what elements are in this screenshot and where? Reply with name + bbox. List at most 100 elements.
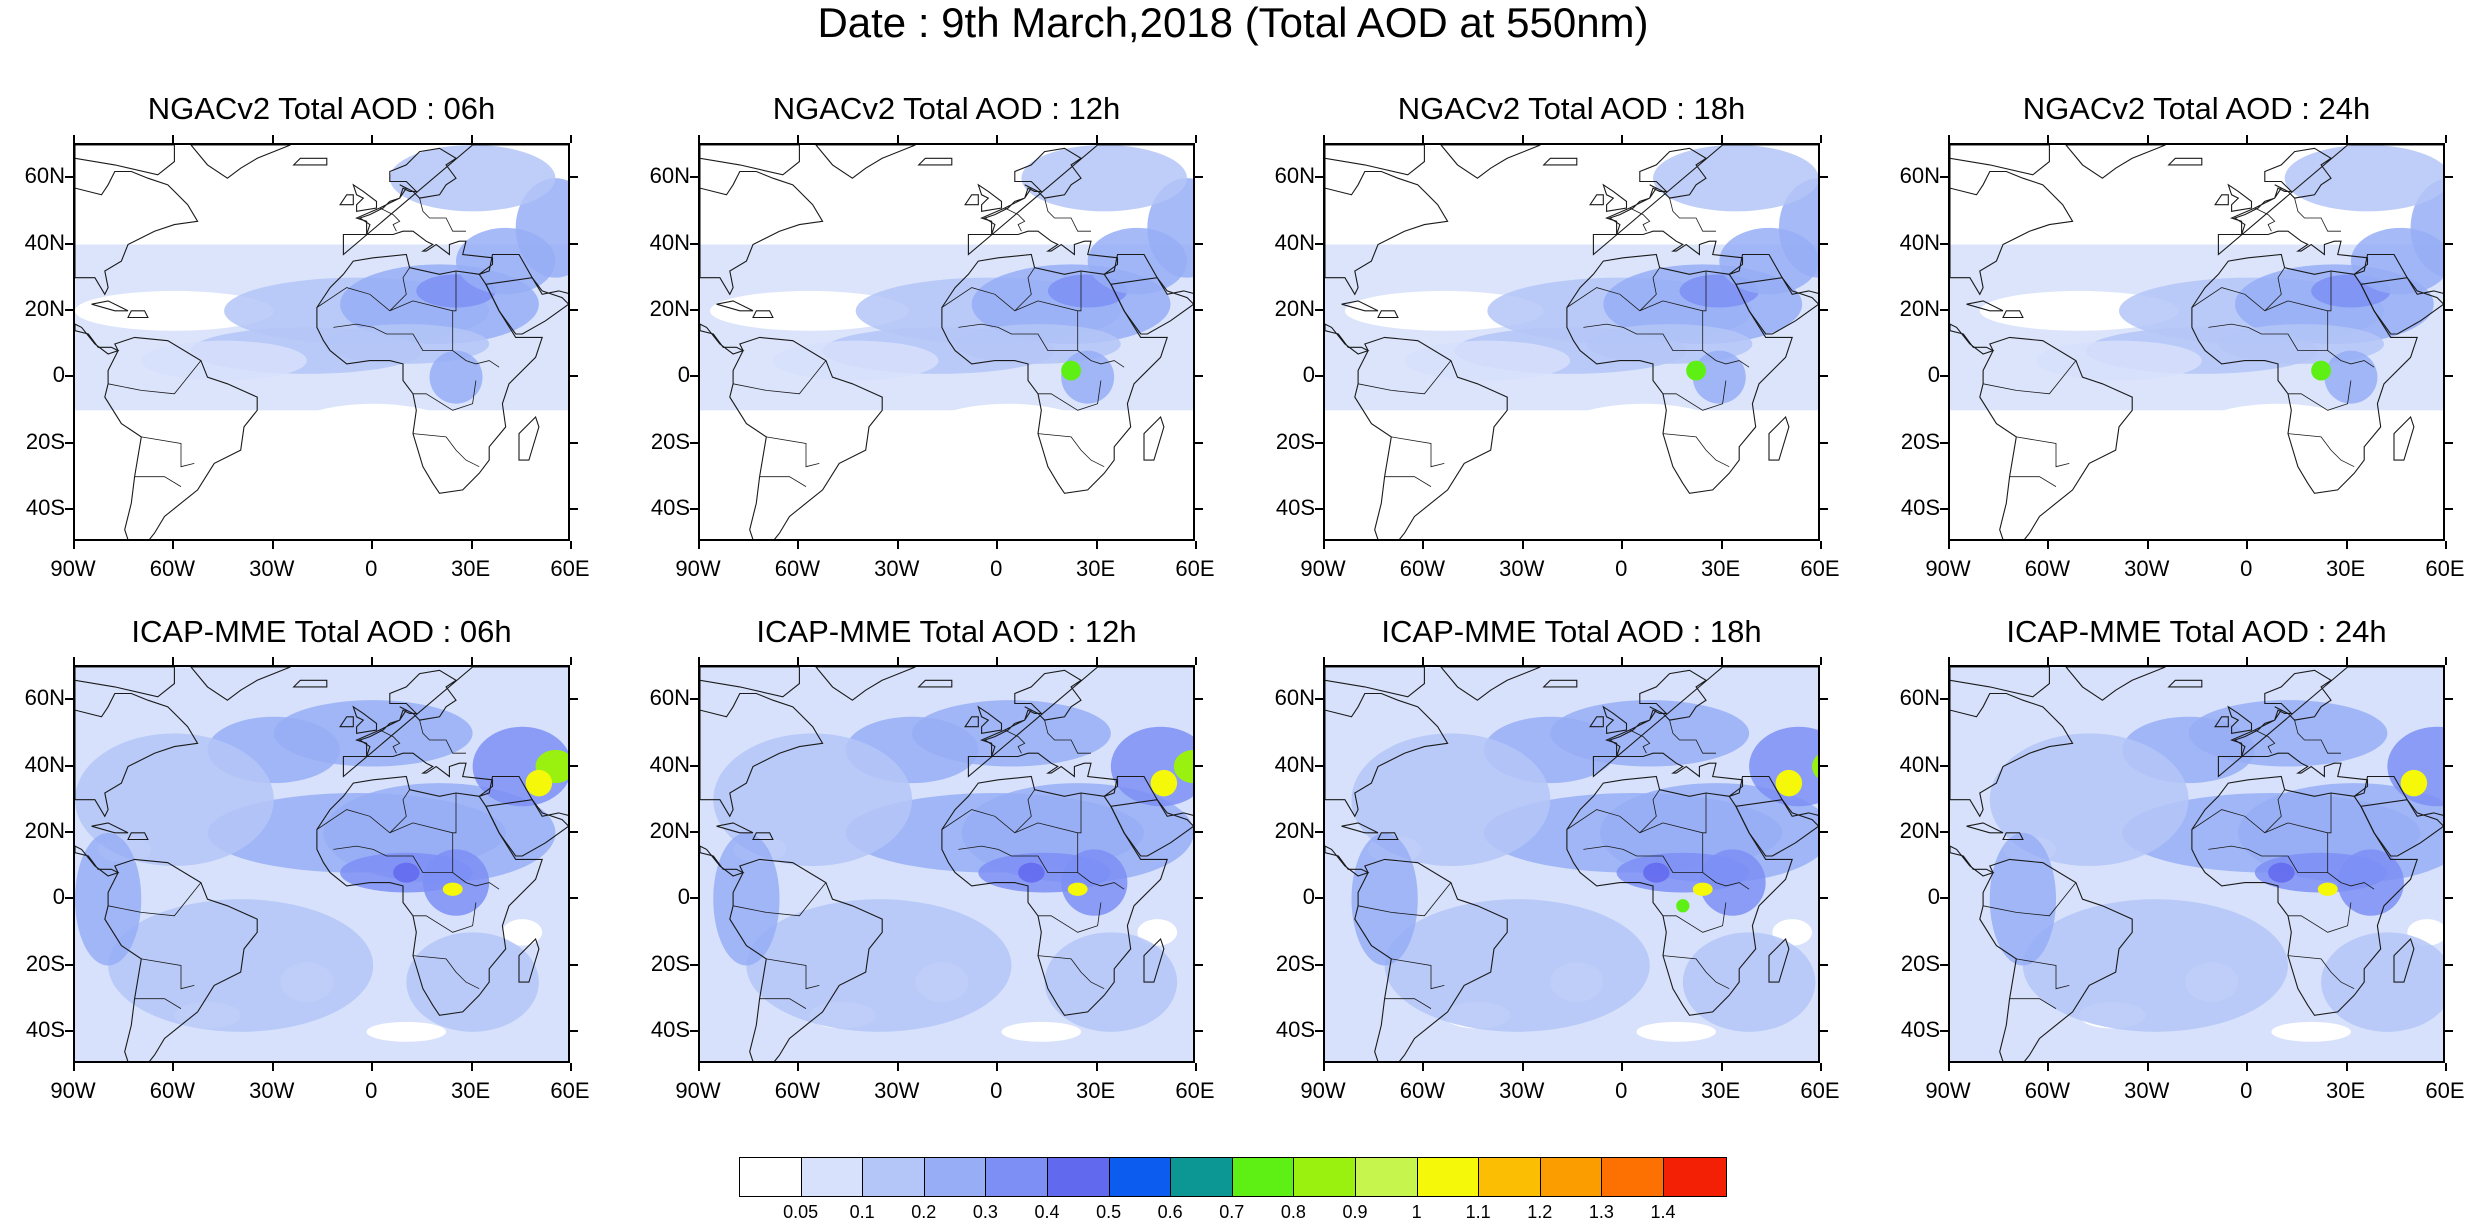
lat-tick-label: 20S <box>25 950 65 976</box>
lon-tick <box>2445 135 2447 143</box>
lon-tick-label: 60E <box>2425 1078 2465 1103</box>
lon-tick <box>172 657 175 665</box>
lon-tick <box>570 1063 572 1071</box>
coastline-centralAmerica <box>1325 323 1370 355</box>
coastline-europe <box>967 667 1193 817</box>
coastline-hispaniola <box>1377 310 1399 319</box>
coastline-ireland <box>2214 194 2229 206</box>
coastline-southAmerica <box>1354 858 1508 1061</box>
clean-air-region <box>1074 489 1193 530</box>
coastline-africa <box>316 775 543 1016</box>
coastline-centralAmerica <box>75 845 120 877</box>
colorbar-label: 1.3 <box>1588 1202 1614 1222</box>
coastline-greenland <box>2065 145 2166 179</box>
colorbar-swatch <box>924 1158 987 1196</box>
colorbar-swatch <box>740 1158 802 1196</box>
aerosol-plume <box>2022 899 2288 1032</box>
lon-tick <box>1621 1063 1624 1071</box>
country-border <box>419 198 466 232</box>
lat-tick <box>1315 698 1323 701</box>
lat-tick <box>65 764 73 767</box>
lat-tick-label: 40S <box>1900 1016 1940 1042</box>
aerosol-plume <box>1812 754 1818 779</box>
lat-tick <box>1195 176 1203 179</box>
coastline-northAmerica <box>700 145 824 296</box>
lat-tick-label: 0 <box>1302 362 1315 388</box>
coastline-northAmerica <box>75 667 199 818</box>
country-border <box>1077 793 1082 834</box>
lat-tick-label: 20N <box>1899 817 1940 843</box>
country-border <box>1702 350 1750 368</box>
aod-map-icap-mme-06h <box>73 665 570 1063</box>
panel-title-icap-mme-06h: ICAP-MME Total AOD : 06h <box>131 614 512 649</box>
lon-tick <box>2246 1063 2249 1071</box>
lon-tick-label: 60W <box>774 1078 821 1103</box>
clean-air-region <box>1709 489 1818 530</box>
lat-tick-label: 0 <box>52 884 65 910</box>
lat-tick-label: 40N <box>1899 751 1940 777</box>
lat-tick-label: 0 <box>677 362 690 388</box>
lon-tick <box>2445 1063 2447 1071</box>
lon-tick-label: 30E <box>1701 556 1741 581</box>
coastline-europe <box>1592 145 1818 295</box>
country-border <box>134 998 182 1009</box>
country-border <box>759 476 807 487</box>
lat-tick <box>690 764 698 767</box>
lon-tick <box>470 135 473 143</box>
aerosol-plume <box>1384 899 1650 1032</box>
colorbar-label: 0.6 <box>1157 1202 1183 1222</box>
lon-tick <box>470 541 473 549</box>
country-border <box>2288 380 2352 411</box>
lon-tick <box>1820 1063 1822 1071</box>
aerosol-plume <box>422 849 490 916</box>
coastline-greenland <box>2065 667 2166 701</box>
lon-tick <box>797 657 800 665</box>
clean-air-region <box>366 1021 447 1042</box>
lon-tick <box>73 657 75 665</box>
lon-tick <box>371 135 374 143</box>
lat-tick <box>65 897 73 900</box>
lat-tick-label: 60N <box>1899 685 1940 711</box>
coastline-arabia <box>2360 799 2443 857</box>
lon-tick <box>1323 657 1325 665</box>
lon-tick <box>1820 135 1822 143</box>
lon-tick <box>2146 135 2149 143</box>
country-border <box>2288 902 2352 933</box>
aerosol-plume <box>2400 769 2428 797</box>
country-border <box>1669 720 1716 754</box>
lat-tick-label: 60N <box>1274 163 1315 189</box>
coastline-southAmerica <box>1979 336 2133 539</box>
map-svg <box>1325 667 1818 1061</box>
lat-tick-label: 40S <box>1900 494 1940 520</box>
lon-tick <box>1195 1063 1197 1071</box>
lat-tick <box>1820 764 1828 767</box>
clean-air-region <box>908 403 1108 484</box>
coastline-northAmerica <box>1950 145 2074 296</box>
lon-tick <box>1521 135 1524 143</box>
coastline-ireland <box>1589 194 1604 206</box>
coastline-southAmerica <box>104 858 258 1061</box>
coastline-britain <box>2227 705 2253 734</box>
coastline-hispaniola <box>1377 832 1399 841</box>
lon-tick <box>896 1063 899 1071</box>
lat-tick <box>1315 764 1323 767</box>
lat-tick <box>1940 963 1948 966</box>
aerosol-plume <box>2321 932 2443 1032</box>
lon-tick <box>2146 1063 2149 1071</box>
lat-tick <box>1940 830 1948 833</box>
lat-tick <box>1195 507 1203 510</box>
coastline-northAmerica <box>1325 145 1449 296</box>
lon-tick-label: 30E <box>451 1078 491 1103</box>
lat-tick <box>1195 830 1203 833</box>
country-border <box>1038 380 1102 411</box>
lat-tick <box>65 441 73 444</box>
country-border <box>1038 902 1102 933</box>
lon-tick <box>1323 135 1325 143</box>
coastline-ireland <box>1589 716 1604 728</box>
lon-tick <box>1621 541 1624 549</box>
country-border <box>419 720 466 754</box>
lon-tick-label: 90W <box>675 556 721 581</box>
lon-tick <box>1422 541 1425 549</box>
lat-tick <box>2445 375 2453 378</box>
lat-tick-label: 40N <box>1274 751 1315 777</box>
